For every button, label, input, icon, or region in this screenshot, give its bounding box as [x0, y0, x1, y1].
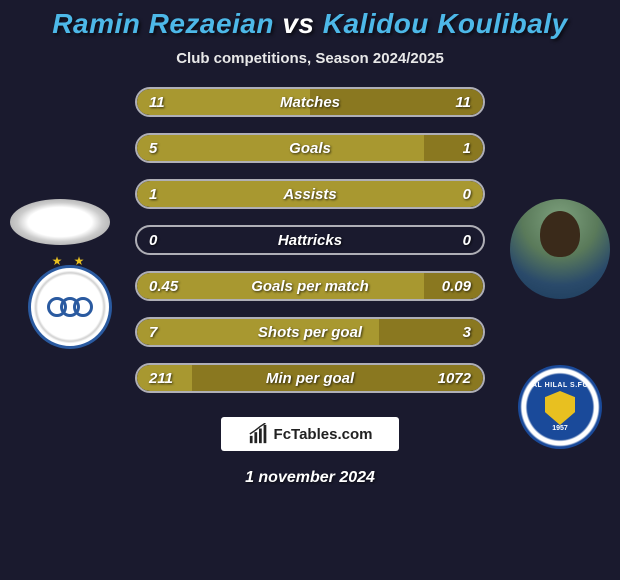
stat-rows: 11Matches115Goals11Assists00Hattricks00.… — [135, 87, 485, 393]
player1-club-badge: ★ ★ — [28, 265, 112, 349]
stat-value-right: 0 — [463, 232, 471, 249]
stat-label: Goals — [289, 140, 331, 157]
chart-icon — [248, 423, 270, 445]
stat-row: 0 Hattricks 0 — [135, 225, 485, 255]
stat-row: 1 Assists 0 — [135, 179, 485, 209]
player2-name: Kalidou Koulibaly — [323, 8, 568, 39]
stats-area: ★ ★ AL HILAL S.FC 1957 11Matches115Goals… — [0, 87, 620, 393]
bar-left — [137, 135, 424, 161]
player1-name: Ramin Rezaeian — [52, 8, 274, 39]
brand-badge: FcTables.com — [221, 417, 399, 451]
stat-value-left: 7 — [149, 324, 157, 341]
page-title: Ramin Rezaeian vs Kalidou Koulibaly — [0, 8, 620, 40]
stat-row: 11 Matches 11 — [135, 87, 485, 117]
club-right-name: AL HILAL S.FC — [532, 382, 588, 389]
stat-value-right: 3 — [463, 324, 471, 341]
date-label: 1 november 2024 — [0, 469, 620, 487]
stat-label: Hattricks — [278, 232, 342, 249]
stat-value-left: 5 — [149, 140, 157, 157]
stat-value-right: 1072 — [438, 370, 471, 387]
bar-right — [424, 135, 483, 161]
player1-avatar-placeholder — [10, 199, 110, 245]
comparison-card: Ramin Rezaeian vs Kalidou Koulibaly Club… — [0, 0, 620, 580]
stat-value-left: 11 — [149, 94, 165, 111]
stat-row: 0.45 Goals per match 0.09 — [135, 271, 485, 301]
stat-label: Goals per match — [251, 278, 369, 295]
stat-label: Shots per goal — [258, 324, 362, 341]
stat-value-right: 11 — [455, 94, 471, 111]
subtitle: Club competitions, Season 2024/2025 — [0, 50, 620, 67]
stat-row: 7 Shots per goal 3 — [135, 317, 485, 347]
stat-value-right: 0.09 — [442, 278, 471, 295]
club-shield-icon — [545, 391, 575, 425]
stat-value-right: 1 — [463, 140, 471, 157]
vs-label: vs — [282, 8, 314, 39]
club-stars-icon: ★ ★ — [52, 254, 89, 268]
stat-label: Matches — [280, 94, 340, 111]
club-rings-icon — [47, 295, 93, 319]
player2-club-badge: AL HILAL S.FC 1957 — [518, 365, 602, 449]
stat-label: Min per goal — [266, 370, 354, 387]
stat-row: 211 Min per goal 1072 — [135, 363, 485, 393]
club-right-year: 1957 — [532, 425, 588, 432]
stat-value-left: 1 — [149, 186, 157, 203]
stat-value-left: 211 — [149, 370, 173, 387]
stat-label: Assists — [283, 186, 336, 203]
stat-value-right: 0 — [463, 186, 471, 203]
stat-value-left: 0.45 — [149, 278, 178, 295]
stat-row: 5 Goals 1 — [135, 133, 485, 163]
player2-avatar — [510, 199, 610, 299]
stat-value-left: 0 — [149, 232, 157, 249]
brand-text: FcTables.com — [274, 426, 373, 443]
